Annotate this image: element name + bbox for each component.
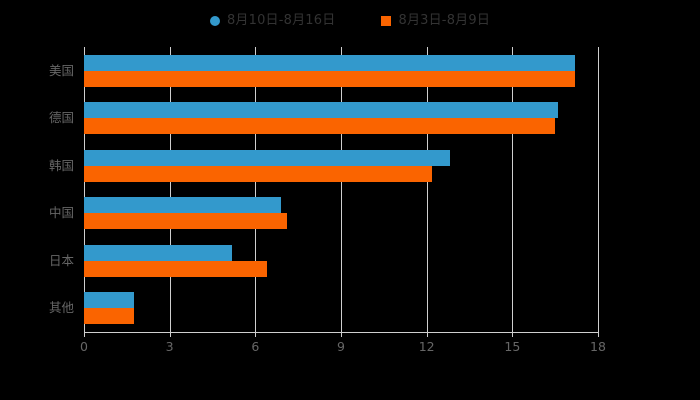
y-axis-label-0: 美国 (48, 62, 74, 78)
y-axis-label-3: 中国 (48, 205, 74, 221)
bar[interactable] (84, 292, 134, 309)
bar[interactable] (84, 54, 576, 71)
bar[interactable] (84, 308, 134, 325)
x-tick-mark-6 (255, 332, 257, 337)
circle-marker-icon (209, 16, 220, 26)
bar-group (84, 292, 598, 325)
x-tick-mark-0 (84, 332, 85, 337)
plot-area (84, 47, 599, 332)
bar-group (84, 54, 598, 88)
chart-legend: 8月10日-8月16日 8月3日-8月9日 (0, 10, 700, 32)
x-tick-label-15: 15 (504, 339, 521, 354)
x-tick-mark-9 (341, 332, 342, 337)
x-tick-label-9: 9 (337, 339, 345, 354)
bar[interactable] (84, 244, 233, 261)
gridline-15 (512, 47, 514, 332)
bar[interactable] (84, 260, 267, 277)
y-axis-label-1: 德国 (48, 110, 74, 126)
x-tick-label-12: 12 (418, 339, 435, 354)
x-tick-label-18: 18 (590, 339, 606, 354)
bar-group (84, 149, 598, 183)
x-tick-mark-18 (598, 332, 599, 337)
x-tick-label-3: 3 (165, 339, 174, 354)
legend-label-0: 8月10日-8月16日 (226, 13, 336, 28)
bar[interactable] (84, 149, 450, 166)
x-tick-mark-12 (426, 332, 428, 337)
gridline-3 (169, 47, 171, 332)
bar-group (84, 197, 598, 230)
legend-label-1: 8月3日-8月9日 (398, 13, 491, 28)
x-axis: 0 3 6 9 12 15 18 (80, 332, 606, 362)
y-axis-labels: 美国德国韩国中国日本其他 (0, 47, 74, 332)
y-axis-label-5: 其他 (48, 300, 74, 316)
bar[interactable] (84, 102, 559, 119)
x-tick-label-0: 0 (80, 339, 88, 354)
bar[interactable] (84, 118, 556, 135)
bar-group (84, 102, 598, 135)
legend-item-0[interactable]: 8月10日-8月16日 (209, 10, 336, 32)
gridline-6 (255, 47, 257, 332)
gridline-9 (341, 47, 342, 332)
legend-item-1[interactable]: 8月3日-8月9日 (381, 10, 490, 32)
bar-group (84, 244, 598, 278)
square-marker-icon (381, 16, 392, 26)
gridline-0 (84, 47, 85, 332)
x-tick-label-6: 6 (251, 339, 260, 354)
y-axis-label-4: 日本 (48, 252, 74, 268)
x-tick-mark-15 (512, 332, 514, 337)
y-axis-label-2: 韩国 (48, 157, 74, 173)
bar[interactable] (84, 70, 576, 87)
bar[interactable] (84, 213, 287, 230)
bar[interactable] (84, 197, 282, 214)
x-tick-mark-3 (169, 332, 171, 337)
gridline-18 (598, 47, 599, 332)
gridline-12 (426, 47, 428, 332)
bar[interactable] (84, 165, 433, 182)
